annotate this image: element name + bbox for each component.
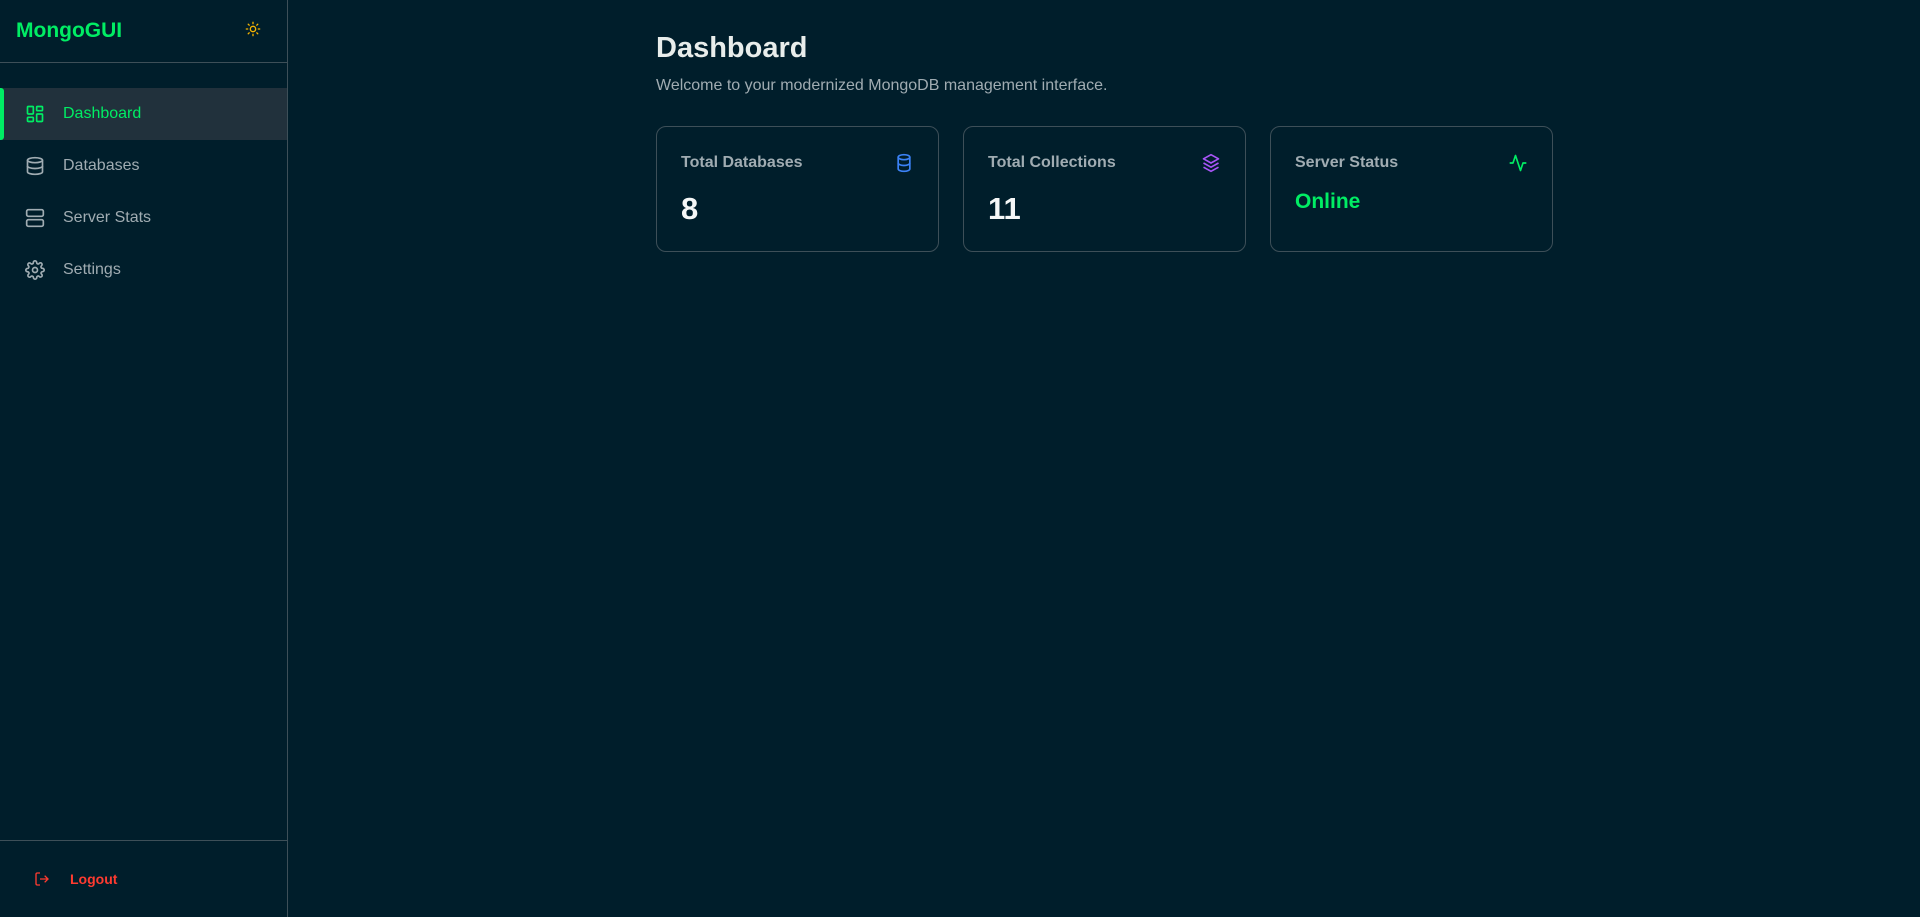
card-server-status: Server Status Online xyxy=(1270,126,1553,252)
dashboard-icon xyxy=(26,105,44,123)
sidebar-item-label: Databases xyxy=(63,157,140,174)
server-icon xyxy=(25,208,45,228)
logout-icon xyxy=(35,872,49,886)
sidebar-item-server-stats[interactable]: Server Stats xyxy=(0,192,287,244)
layers-icon xyxy=(1202,153,1220,173)
card-label: Server Status xyxy=(1295,154,1399,171)
database-icon xyxy=(897,153,911,173)
activity-icon xyxy=(1509,154,1527,172)
sidebar-item-databases[interactable]: Databases xyxy=(0,140,287,192)
logout-label: Logout xyxy=(70,871,118,887)
sun-icon xyxy=(245,21,261,36)
sidebar-header: MongoGUI xyxy=(0,0,287,63)
status-badge: Online xyxy=(1295,190,1361,213)
page-subtitle: Welcome to your modernized MongoDB manag… xyxy=(656,77,1108,94)
card-label: Total Databases xyxy=(681,154,803,171)
card-value: 11 xyxy=(988,191,1021,226)
sidebar-item-settings[interactable]: Settings xyxy=(0,244,287,296)
theme-toggle-button[interactable] xyxy=(245,21,261,42)
sidebar-item-label: Server Stats xyxy=(63,209,152,226)
main-content: Dashboard Welcome to your modernized Mon… xyxy=(656,32,1553,252)
gear-icon xyxy=(25,260,45,280)
sidebar-item-dashboard[interactable]: Dashboard xyxy=(0,88,287,140)
database-icon xyxy=(26,156,44,176)
sidebar-nav: Dashboard Databases Server Stats Setting… xyxy=(0,88,287,296)
stats-cards: Total Databases 8 Total Collections 11 S… xyxy=(656,126,1553,252)
logout-button[interactable]: Logout xyxy=(34,871,117,887)
sidebar-item-label: Dashboard xyxy=(63,105,142,122)
app-logo: MongoGUI xyxy=(16,19,123,42)
sidebar-footer: Logout xyxy=(0,840,287,917)
sidebar: MongoGUI Dashboard Databases Server Stat… xyxy=(0,0,288,917)
card-label: Total Collections xyxy=(988,154,1116,171)
card-total-databases: Total Databases 8 xyxy=(656,126,939,252)
card-value: 8 xyxy=(681,191,699,226)
card-total-collections: Total Collections 11 xyxy=(963,126,1246,252)
page-title: Dashboard xyxy=(656,32,808,64)
sidebar-item-label: Settings xyxy=(63,261,121,278)
